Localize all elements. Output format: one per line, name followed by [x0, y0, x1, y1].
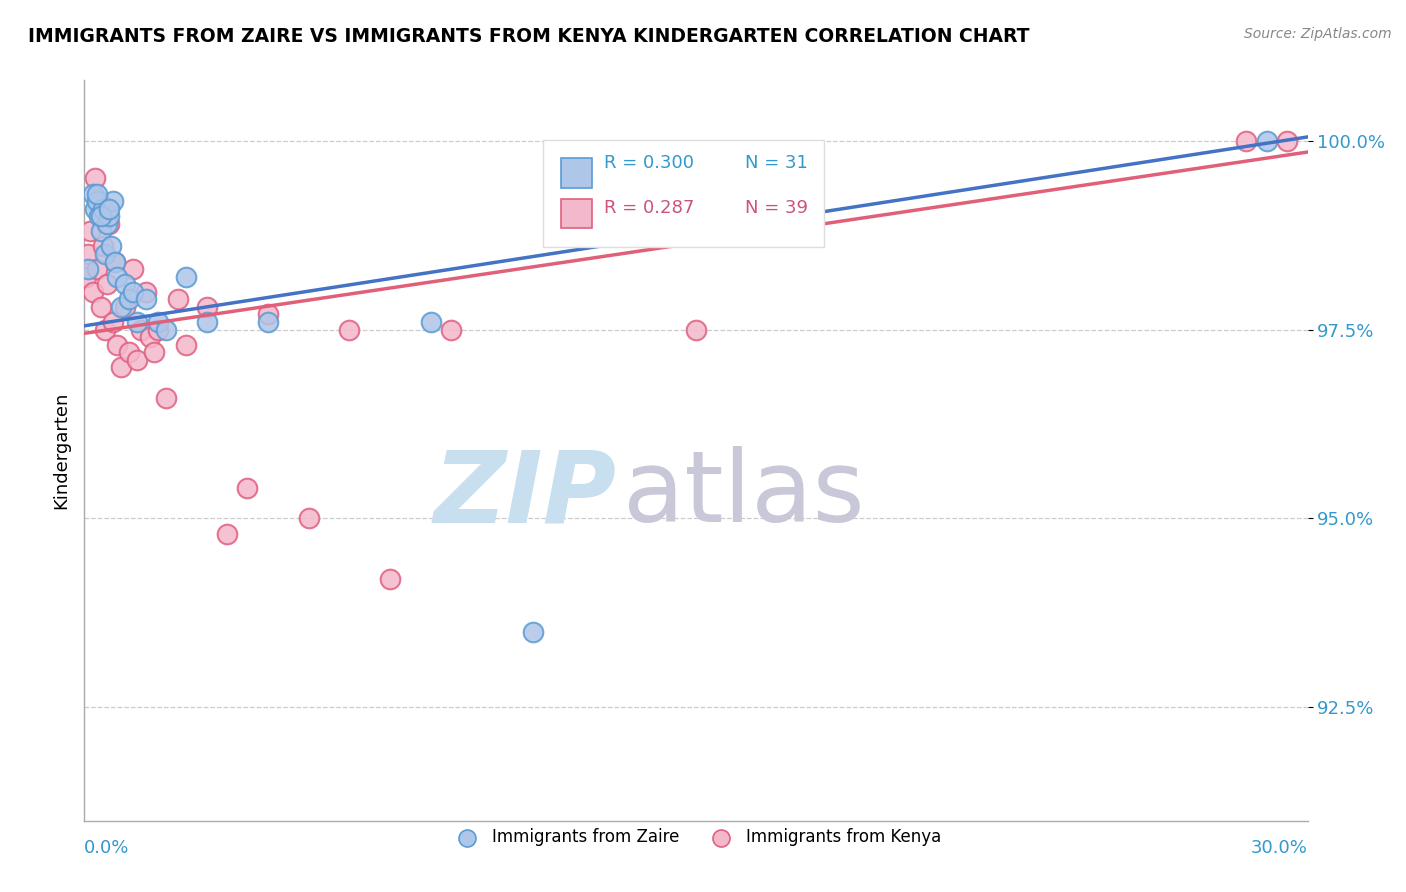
Point	[96, 217, 118, 231]
Point	[83, 171, 105, 186]
Point	[146, 322, 169, 336]
Point	[86, 262, 108, 277]
Point	[86, 194, 108, 209]
Point	[90, 300, 112, 314]
Point	[420, 315, 443, 329]
Point	[685, 322, 707, 336]
Text: 0.0%: 0.0%	[84, 839, 129, 857]
Point	[97, 217, 120, 231]
Point	[87, 209, 110, 223]
Point	[101, 315, 124, 329]
Point	[236, 481, 259, 495]
Point	[100, 239, 122, 253]
Point	[104, 254, 127, 268]
Text: IMMIGRANTS FROM ZAIRE VS IMMIGRANTS FROM KENYA KINDERGARTEN CORRELATION CHART: IMMIGRANTS FROM ZAIRE VS IMMIGRANTS FROM…	[28, 27, 1029, 45]
Point	[90, 209, 112, 223]
Point	[96, 277, 118, 292]
Point	[1256, 134, 1278, 148]
Point	[90, 224, 112, 238]
Bar	[561, 158, 592, 187]
Point	[101, 194, 124, 209]
Point	[1236, 134, 1258, 148]
Legend: Immigrants from Zaire, Immigrants from Kenya: Immigrants from Zaire, Immigrants from K…	[444, 822, 948, 853]
Text: atlas: atlas	[623, 446, 865, 543]
Point	[93, 247, 115, 261]
Point	[110, 300, 132, 314]
Point	[87, 194, 110, 209]
Point	[93, 322, 115, 336]
Point	[104, 254, 127, 268]
Point	[142, 345, 165, 359]
Text: N = 31: N = 31	[745, 154, 808, 172]
Point	[146, 315, 169, 329]
Text: Source: ZipAtlas.com: Source: ZipAtlas.com	[1244, 27, 1392, 41]
Point	[195, 300, 218, 314]
Point	[138, 330, 160, 344]
Point	[110, 360, 132, 375]
Point	[135, 293, 157, 307]
Text: N = 39: N = 39	[745, 199, 808, 217]
Point	[105, 337, 128, 351]
Point	[122, 262, 145, 277]
Point	[114, 277, 136, 292]
Point	[79, 224, 101, 238]
Point	[174, 337, 197, 351]
Point	[105, 269, 128, 284]
Point	[174, 269, 197, 284]
Point	[195, 315, 218, 329]
Point	[522, 624, 544, 639]
Point	[440, 322, 463, 336]
Point	[118, 345, 141, 359]
Point	[114, 300, 136, 314]
Point	[217, 526, 239, 541]
Y-axis label: Kindergarten: Kindergarten	[52, 392, 70, 509]
Point	[257, 315, 280, 329]
Point	[86, 186, 108, 201]
Point	[339, 322, 361, 336]
Bar	[561, 199, 592, 228]
Point	[127, 352, 149, 367]
Point	[167, 293, 190, 307]
Point	[135, 285, 157, 299]
Point	[257, 308, 280, 322]
Point	[122, 285, 145, 299]
Text: 30.0%: 30.0%	[1251, 839, 1308, 857]
Text: ZIP: ZIP	[433, 446, 616, 543]
Point	[1277, 134, 1299, 148]
Point	[91, 202, 114, 216]
Point	[155, 391, 177, 405]
Point	[97, 202, 120, 216]
Point	[298, 511, 321, 525]
Point	[82, 186, 104, 201]
Point	[83, 202, 105, 216]
Point	[380, 572, 402, 586]
Point	[97, 209, 120, 223]
Point	[155, 322, 177, 336]
Point	[127, 315, 149, 329]
FancyBboxPatch shape	[543, 139, 824, 247]
Point	[118, 293, 141, 307]
Text: R = 0.300: R = 0.300	[605, 154, 695, 172]
Point	[131, 322, 153, 336]
Point	[77, 247, 100, 261]
Point	[75, 269, 97, 284]
Point	[82, 285, 104, 299]
Point	[91, 239, 114, 253]
Text: R = 0.287: R = 0.287	[605, 199, 695, 217]
Point	[77, 262, 100, 277]
